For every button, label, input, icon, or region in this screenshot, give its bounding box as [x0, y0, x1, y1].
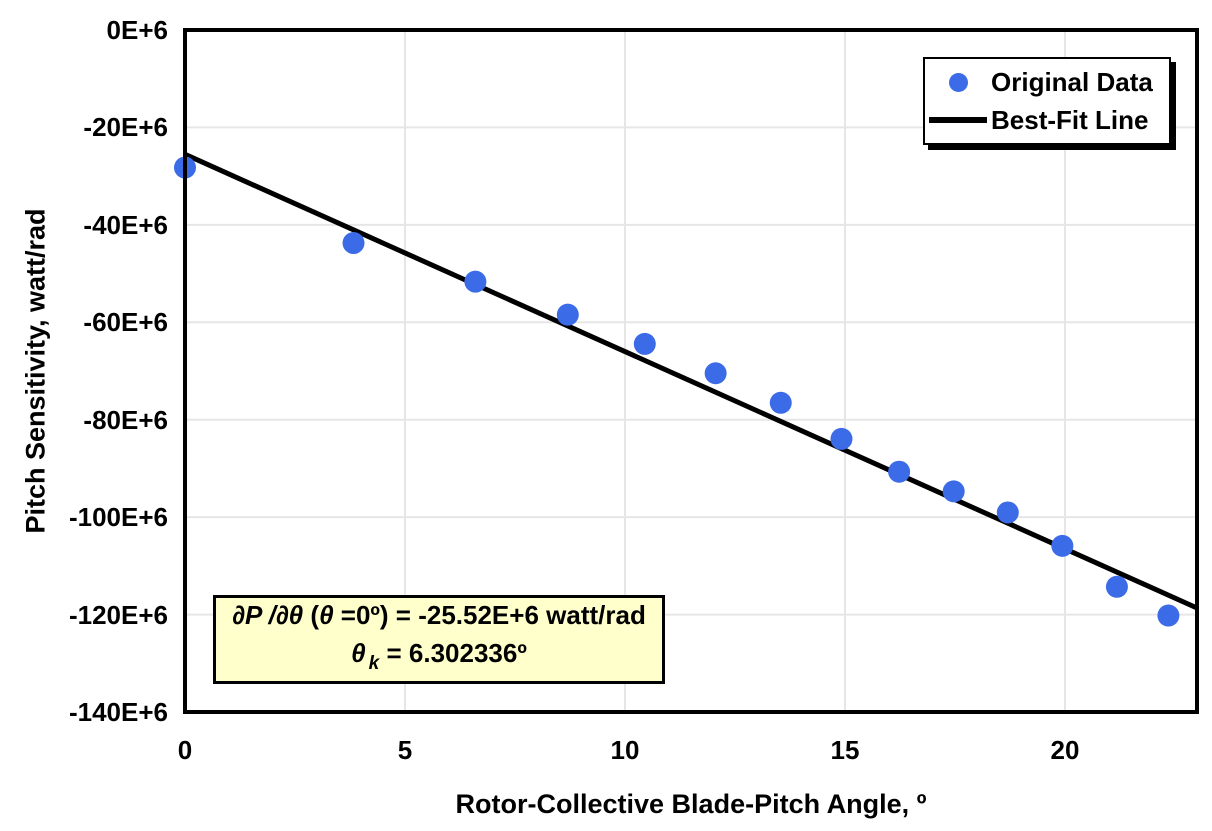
data-point — [996, 501, 1019, 524]
legend-item-original-data: Original Data — [925, 63, 1153, 101]
data-point — [464, 270, 487, 293]
data-point — [769, 391, 792, 414]
plot-border — [183, 28, 1199, 714]
data-point — [1157, 604, 1180, 627]
x-tick-label: 0 — [177, 735, 193, 765]
data-point — [1051, 534, 1074, 557]
data-point — [556, 303, 579, 326]
y-tick-label: -140E+6 — [68, 697, 168, 727]
y-tick-label: -80E+6 — [83, 404, 168, 435]
legend-label-original-data: Original Data — [991, 66, 1153, 97]
y-axis-title: Pitch Sensitivity, watt/rad — [20, 208, 51, 534]
x-axis-title: Rotor-Collective Blade-Pitch Angle, º — [455, 789, 927, 819]
y-tick-label: -100E+6 — [68, 502, 168, 533]
legend-item-best-fit-line: Best-Fit Line — [925, 101, 1153, 139]
data-point — [942, 480, 965, 503]
data-point — [1105, 575, 1128, 598]
theta-subscript-k: k — [368, 652, 380, 674]
y-tick-label: -20E+6 — [83, 112, 168, 143]
x-tick-label: 5 — [397, 735, 413, 765]
legend: Original Data Best-Fit Line — [923, 57, 1171, 145]
x-tick-label: 15 — [830, 735, 860, 765]
theta-symbol: θ — [319, 600, 334, 631]
scatter-marker-icon — [948, 72, 968, 92]
y-tick-label: -40E+6 — [83, 209, 168, 240]
theta-symbol: θ — [351, 638, 366, 669]
x-tick-label: 10 — [610, 735, 640, 765]
partial-derivative-expression: ∂P /∂θ — [232, 600, 304, 631]
data-point — [888, 460, 911, 483]
x-tick-label: 20 — [1050, 735, 1080, 765]
data-point — [704, 362, 727, 385]
legend-label-best-fit-line: Best-Fit Line — [991, 104, 1149, 135]
annotation-line-1-value: =0º) = -25.52E+6 watt/rad — [333, 600, 646, 631]
data-point — [342, 232, 365, 255]
legend-marker-cell — [925, 117, 991, 123]
best-fit-line — [183, 152, 1199, 611]
data-point — [830, 427, 853, 450]
data-point — [633, 332, 656, 355]
y-tick-label: -120E+6 — [68, 599, 168, 630]
legend-marker-cell — [925, 72, 991, 92]
y-tick-label: -60E+6 — [83, 307, 168, 338]
annotation-line-1: ∂P /∂θ (θ =0º) = -25.52E+6 watt/rad — [232, 600, 646, 631]
y-tick-label: 0E+6 — [106, 15, 168, 45]
line-marker-icon — [929, 117, 987, 123]
annotation-line-2-value: = 6.302336º — [379, 638, 527, 669]
